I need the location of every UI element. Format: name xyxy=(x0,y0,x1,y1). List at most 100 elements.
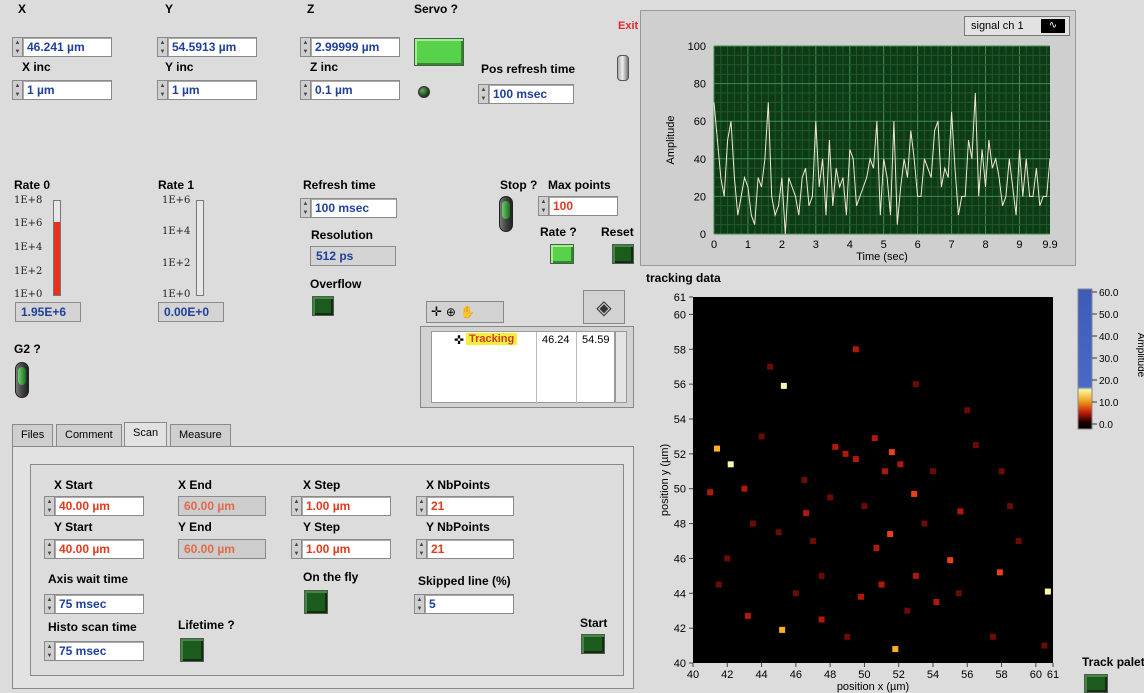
histo-scan-field[interactable]: 75 msec xyxy=(54,641,144,661)
x-inc-spin-arrows[interactable]: ▲ ▼ xyxy=(12,80,22,100)
lifetime-label: Lifetime ? xyxy=(178,618,235,632)
x-inc-field[interactable]: 1 µm xyxy=(22,80,112,100)
y-spin-arrows[interactable]: ▲ ▼ xyxy=(157,37,167,57)
tracking-point xyxy=(873,544,880,551)
y-nb-spin-arrows[interactable]: ▲ ▼ xyxy=(416,539,426,559)
colorbar-ramp xyxy=(1077,288,1093,430)
pos-refresh-control[interactable]: ▲ ▼ 100 msec xyxy=(478,84,574,104)
x-position-field[interactable]: 46.241 µm xyxy=(22,37,112,57)
signal-x-tick-label: 5 xyxy=(881,239,887,251)
zoom-tool-icon[interactable]: ⊕ xyxy=(445,305,456,319)
max-points-field[interactable]: 100 xyxy=(548,196,618,216)
signal-chart[interactable]: 0 1 2 3 4 5 6 7 8 9 9.9 0 20 40 60 80 100 Time (sec) Amp… xyxy=(640,10,1076,266)
tab-scan[interactable]: Scan xyxy=(124,422,168,446)
axis-wait-control[interactable]: ▲ ▼ 75 msec xyxy=(44,594,144,614)
signal-legend[interactable]: signal ch 1 ∿ xyxy=(964,16,1070,36)
y-step-spin-arrows[interactable]: ▲ ▼ xyxy=(291,539,301,559)
rate-q-button[interactable] xyxy=(550,244,574,264)
pos-refresh-field[interactable]: 100 msec xyxy=(488,84,574,104)
y-inc-field[interactable]: 1 µm xyxy=(167,80,257,100)
tab-comment[interactable]: Comment xyxy=(56,424,122,446)
rate0-tick: 1E+6 xyxy=(14,218,43,229)
crosshair-tool-icon[interactable]: ✛ xyxy=(431,304,442,319)
x-step-control[interactable]: ▲ ▼ 1.00 µm xyxy=(291,496,391,516)
x-start-spin-arrows[interactable]: ▲ ▼ xyxy=(44,496,54,516)
refresh-time-field[interactable]: 100 msec xyxy=(310,198,397,218)
pos-refresh-spin-arrows[interactable]: ▲ ▼ xyxy=(478,84,488,104)
start-button[interactable] xyxy=(581,634,605,654)
tracking-point xyxy=(758,433,765,440)
signal-x-tick-label: 7 xyxy=(949,239,955,251)
histo-scan-spin-arrows[interactable]: ▲ ▼ xyxy=(44,641,54,661)
tracking-point xyxy=(972,442,979,449)
exit-label: Exit xyxy=(618,20,639,32)
y-start-spin-arrows[interactable]: ▲ ▼ xyxy=(44,539,54,559)
lifetime-button[interactable] xyxy=(180,638,204,662)
tab-measure[interactable]: Measure xyxy=(170,424,231,446)
table-scrollbar[interactable] xyxy=(615,331,627,403)
y-step-control[interactable]: ▲ ▼ 1.00 µm xyxy=(291,539,391,559)
x-nb-field[interactable]: 21 xyxy=(426,496,514,516)
y-position-field[interactable]: 54.5913 µm xyxy=(167,37,257,57)
pan-hand-icon[interactable]: ✋ xyxy=(459,305,475,319)
z-inc-field[interactable]: 0.1 µm xyxy=(310,80,400,100)
axis-wait-spin-arrows[interactable]: ▲ ▼ xyxy=(44,594,54,614)
tracking-point xyxy=(741,485,748,492)
z-spin-arrows[interactable]: ▲ ▼ xyxy=(300,37,310,57)
skipped-line-control[interactable]: ▲ ▼ 5 xyxy=(414,594,514,614)
tracking-point xyxy=(714,445,720,452)
histo-scan-control[interactable]: ▲ ▼ 75 msec xyxy=(44,641,144,661)
z-inc-control[interactable]: ▲ ▼ 0.1 µm xyxy=(300,80,400,100)
cursor-navigator-button[interactable]: ◈ xyxy=(583,290,625,324)
exit-switch[interactable] xyxy=(617,55,629,81)
x-spin-arrows[interactable]: ▲ ▼ xyxy=(12,37,22,57)
max-points-control[interactable]: ▲ ▼ 100 xyxy=(538,196,618,216)
servo-button[interactable] xyxy=(414,38,464,66)
colorbar-tick-label: 10.0 xyxy=(1099,398,1119,409)
x-position-control[interactable]: ▲ ▼ 46.241 µm xyxy=(12,37,112,57)
refresh-time-spin-arrows[interactable]: ▲ ▼ xyxy=(300,198,310,218)
z-position-field[interactable]: 2.99999 µm xyxy=(310,37,400,57)
g2-toggle[interactable] xyxy=(15,362,29,398)
x-nb-control[interactable]: ▲ ▼ 21 xyxy=(416,496,514,516)
track-palette-button[interactable] xyxy=(1084,674,1108,693)
axis-wait-field[interactable]: 75 msec xyxy=(54,594,144,614)
y-position-control[interactable]: ▲ ▼ 54.5913 µm xyxy=(157,37,257,57)
amplitude-colorbar[interactable]: 60.0 50.0 40.0 30.0 20.0 10.0 0.0 Amplitude xyxy=(1070,285,1144,435)
tracking-point xyxy=(810,538,816,544)
tab-files[interactable]: Files xyxy=(12,424,54,446)
x-step-field[interactable]: 1.00 µm xyxy=(301,496,391,516)
z-inc-spin-arrows[interactable]: ▲ ▼ xyxy=(300,80,310,100)
y-inc-control[interactable]: ▲ ▼ 1 µm xyxy=(157,80,257,100)
tracking-point xyxy=(897,461,904,468)
x-start-field[interactable]: 40.00 µm xyxy=(54,496,144,516)
tracking-x-tick-label: 58 xyxy=(995,669,1007,681)
on-the-fly-button[interactable] xyxy=(304,590,328,614)
tracking-point xyxy=(990,633,996,640)
y-nb-field[interactable]: 21 xyxy=(426,539,514,559)
skipped-line-field[interactable]: 5 xyxy=(424,594,514,614)
cursor-legend-table[interactable]: ✜ Tracking 46.24 54.59 xyxy=(420,326,634,408)
signal-x-tick-label: 4 xyxy=(847,239,853,251)
skipped-line-spin-arrows[interactable]: ▲ ▼ xyxy=(414,594,424,614)
x-step-spin-arrows[interactable]: ▲ ▼ xyxy=(291,496,301,516)
tracking-point xyxy=(832,443,839,450)
y-start-field[interactable]: 40.00 µm xyxy=(54,539,144,559)
x-start-control[interactable]: ▲ ▼ 40.00 µm xyxy=(44,496,144,516)
y-step-field[interactable]: 1.00 µm xyxy=(301,539,391,559)
tracking-cursor-row[interactable]: ✜ Tracking 46.24 54.59 xyxy=(432,332,616,350)
y-nb-control[interactable]: ▲ ▼ 21 xyxy=(416,539,514,559)
y-inc-label: Y inc xyxy=(165,60,194,74)
tracking-points xyxy=(707,346,1051,653)
x-nb-spin-arrows[interactable]: ▲ ▼ xyxy=(416,496,426,516)
y-start-control[interactable]: ▲ ▼ 40.00 µm xyxy=(44,539,144,559)
y-inc-spin-arrows[interactable]: ▲ ▼ xyxy=(157,80,167,100)
max-points-spin-arrows[interactable]: ▲ ▼ xyxy=(538,196,548,216)
z-position-control[interactable]: ▲ ▼ 2.99999 µm xyxy=(300,37,400,57)
reset-button[interactable] xyxy=(612,244,634,264)
stop-toggle[interactable] xyxy=(499,196,513,232)
tracking-chart[interactable]: 40 42 44 46 48 50 52 54 56 58 60 61 40 42 44 46 48 50 52 54… xyxy=(640,288,1060,693)
track-palette-label: Track palet xyxy=(1082,655,1144,669)
refresh-time-control[interactable]: ▲ ▼ 100 msec xyxy=(300,198,397,218)
x-inc-control[interactable]: ▲ ▼ 1 µm xyxy=(12,80,112,100)
